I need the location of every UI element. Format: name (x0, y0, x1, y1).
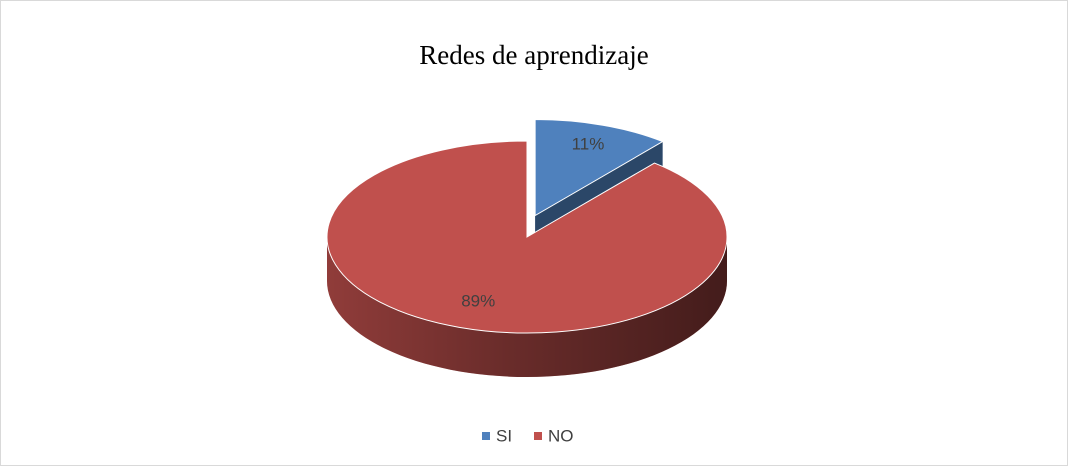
data-label: 11% (572, 135, 605, 154)
data-label: 89% (461, 292, 495, 311)
legend-label: NO (548, 426, 574, 445)
legend-label: SI (496, 426, 512, 445)
pie-slice (534, 119, 664, 217)
chart-title: Redes de aprendizaje (419, 40, 648, 70)
slice-side-shade (327, 237, 727, 377)
legend-swatch (534, 432, 542, 440)
pie-slice (326, 140, 728, 334)
legend-swatch (482, 432, 490, 440)
